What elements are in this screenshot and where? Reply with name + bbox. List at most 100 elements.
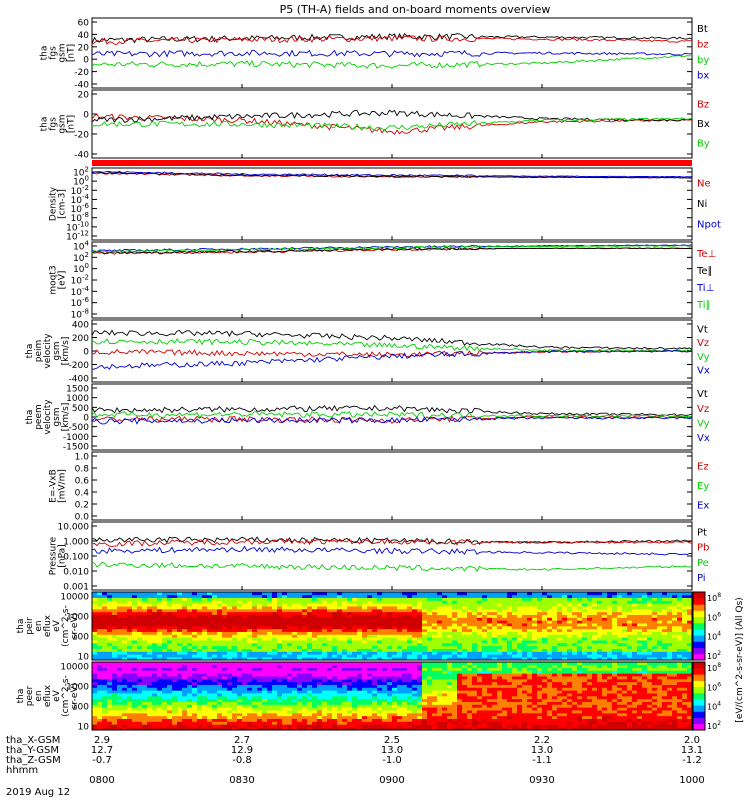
heatmap-cell: [497, 609, 503, 613]
heatmap-cell: [122, 715, 128, 719]
heatmap-cell: [287, 707, 293, 711]
heatmap-cell: [112, 645, 118, 649]
heatmap-cell: [522, 623, 528, 627]
heatmap-cell: [382, 600, 388, 604]
heatmap-cell: [192, 670, 198, 674]
heatmap-cell: [142, 664, 148, 668]
heatmap-cell: [687, 648, 693, 652]
heatmap-cell: [277, 631, 283, 635]
heatmap-cell: [517, 657, 523, 661]
heatmap-cell: [322, 654, 328, 658]
heatmap-cell: [237, 654, 243, 658]
heatmap-cell: [452, 727, 458, 731]
heatmap-cell: [667, 611, 673, 615]
heatmap-cell: [637, 611, 643, 615]
heatmap-cell: [512, 634, 518, 638]
heatmap-cell: [667, 623, 673, 627]
heatmap-cell: [372, 617, 378, 621]
heatmap-cell: [117, 620, 123, 624]
heatmap-cell: [272, 654, 278, 658]
heatmap-cell: [172, 721, 178, 725]
heatmap-cell: [412, 597, 418, 601]
heatmap-cell: [392, 600, 398, 604]
heatmap-cell: [637, 657, 643, 661]
heatmap-cell: [627, 597, 633, 601]
heatmap-cell: [347, 713, 353, 717]
heatmap-cell: [467, 611, 473, 615]
heatmap-cell: [317, 609, 323, 613]
heatmap-cell: [282, 713, 288, 717]
heatmap-cell: [122, 670, 128, 674]
heatmap-cell: [517, 600, 523, 604]
heatmap-cell: [522, 600, 528, 604]
heatmap-cell: [657, 643, 663, 647]
heatmap-cell: [642, 643, 648, 647]
heatmap-cell: [322, 600, 328, 604]
heatmap-cell: [677, 611, 683, 615]
heatmap-cell: [347, 662, 353, 666]
heatmap-cell: [132, 623, 138, 627]
heatmap-cell: [307, 620, 313, 624]
heatmap-cell: [317, 713, 323, 717]
heatmap-cell: [97, 715, 103, 719]
heatmap-cell: [357, 597, 363, 601]
heatmap-cell: [367, 654, 373, 658]
heatmap-cell: [237, 727, 243, 731]
heatmap-cell: [207, 715, 213, 719]
heatmap-cell: [527, 634, 533, 638]
heatmap-cell: [507, 611, 513, 615]
heatmap-cell: [387, 606, 393, 610]
heatmap-cell: [202, 673, 208, 677]
heatmap-cell: [102, 594, 108, 598]
heatmap-cell: [557, 637, 563, 641]
heatmap-cell: [322, 611, 328, 615]
heatmap-cell: [212, 670, 218, 674]
heatmap-cell: [357, 724, 363, 728]
heatmap-cell: [652, 645, 658, 649]
heatmap-cell: [242, 713, 248, 717]
heatmap-cell: [222, 713, 228, 717]
heatmap-cell: [187, 707, 193, 711]
heatmap-cell: [247, 620, 253, 624]
heatmap-cell: [402, 710, 408, 714]
heatmap-cell: [467, 623, 473, 627]
heatmap-cell: [352, 687, 358, 691]
heatmap-cell: [457, 634, 463, 638]
heatmap-cell: [92, 687, 98, 691]
heatmap-cell: [147, 713, 153, 717]
heatmap-cell: [687, 628, 693, 632]
heatmap-cell: [167, 701, 173, 705]
heatmap-cell: [497, 651, 503, 655]
heatmap-cell: [232, 724, 238, 728]
heatmap-cell: [127, 640, 133, 644]
heatmap-cell: [612, 628, 618, 632]
heatmap-cell: [512, 620, 518, 624]
heatmap-cell: [202, 704, 208, 708]
heatmap-cell: [307, 600, 313, 604]
heatmap-cell: [282, 681, 288, 685]
heatmap-cell: [627, 606, 633, 610]
heatmap-cell: [362, 710, 368, 714]
heatmap-cell: [162, 718, 168, 722]
heatmap-cell: [212, 631, 218, 635]
heatmap-cell: [462, 592, 468, 596]
heatmap-cell: [442, 670, 448, 674]
heatmap-cell: [452, 701, 458, 705]
heatmap-cell: [417, 710, 423, 714]
heatmap-cell: [642, 626, 648, 630]
heatmap-cell: [222, 696, 228, 700]
heatmap-cell: [342, 724, 348, 728]
heatmap-cell: [147, 679, 153, 683]
heatmap-cell: [372, 727, 378, 731]
heatmap-cell: [482, 623, 488, 627]
heatmap-cell: [192, 657, 198, 661]
heatmap-cell: [117, 724, 123, 728]
heatmap-cell: [532, 626, 538, 630]
heatmap-cell: [222, 603, 228, 607]
heatmap-cell: [562, 594, 568, 598]
heatmap-cell: [377, 600, 383, 604]
heatmap-cell: [247, 684, 253, 688]
heatmap-cell: [492, 620, 498, 624]
heatmap-cell: [307, 679, 313, 683]
heatmap-cell: [462, 721, 468, 725]
